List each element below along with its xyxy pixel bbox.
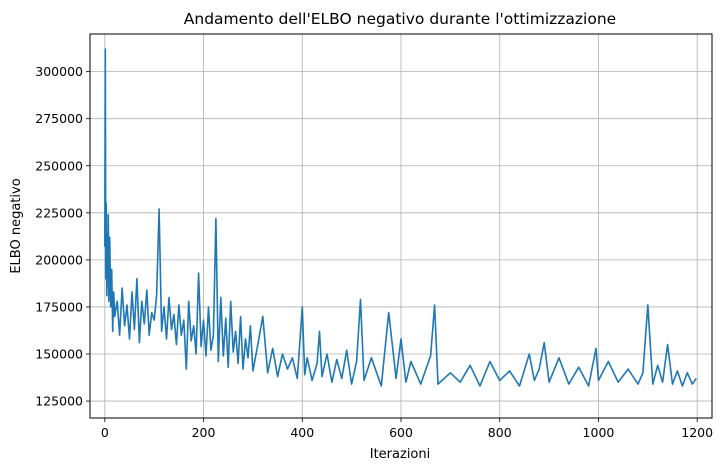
y-tick-label: 300000 [35,64,83,79]
chart-title: Andamento dell'ELBO negativo durante l'o… [184,10,616,28]
x-tick-label: 800 [488,425,512,440]
x-tick-label: 0 [101,425,109,440]
y-tick-label: 150000 [35,347,83,362]
x-tick-label: 200 [192,425,216,440]
x-tick-label: 400 [290,425,314,440]
y-tick-label: 175000 [35,299,83,314]
y-tick-label: 250000 [35,158,83,173]
y-tick-label: 125000 [35,394,83,409]
x-tick-label: 1000 [583,425,615,440]
grid [90,34,712,418]
series-line [104,48,697,387]
x-axis-label: Iterazioni [370,447,430,462]
y-tick-label: 200000 [35,252,83,267]
y-tick-label: 275000 [35,111,83,126]
x-tick-label: 1200 [681,425,713,440]
y-axis-label: ELBO negativo [9,178,24,273]
plot-area [104,48,697,387]
y-axis: 125000 150000 175000 200000 225000 250000 2750… [35,64,90,409]
x-axis: 0 200 400 600 800 1000 1200 [101,418,713,440]
x-tick-label: 600 [389,425,413,440]
y-tick-label: 225000 [35,205,83,220]
